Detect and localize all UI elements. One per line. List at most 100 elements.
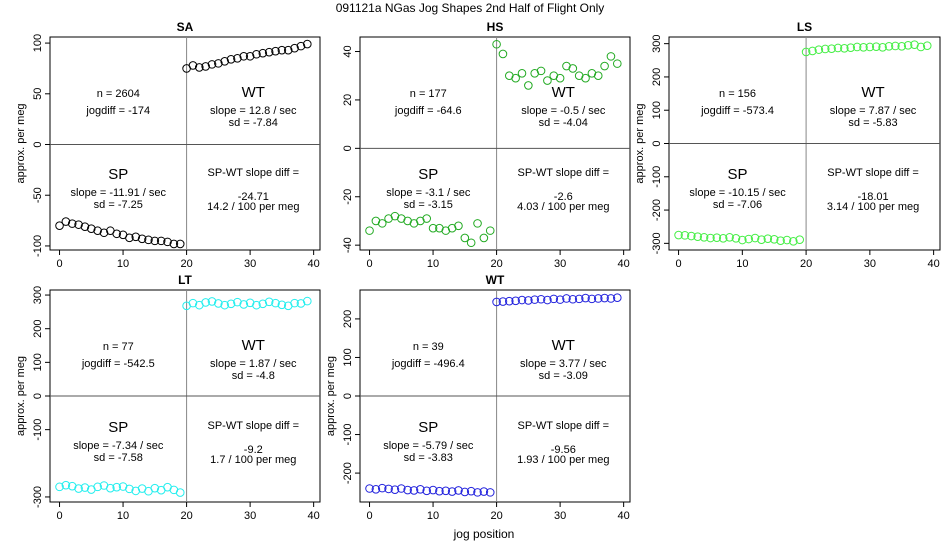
wt-point <box>801 47 811 57</box>
wt-point <box>574 294 584 304</box>
wt-point <box>524 81 533 90</box>
wt-point <box>290 43 299 53</box>
panel-hs: HS 0 10 20 30 40 -40 -20 0 20 40 n = 177 jogdiff = -… <box>342 20 631 270</box>
wt-point <box>827 44 836 53</box>
slope-diff-value: -24.71 <box>238 191 269 203</box>
sp-point <box>422 486 432 496</box>
wt-point <box>549 294 559 304</box>
y-tick-label: -50 <box>32 187 44 203</box>
n-label: n = 156 <box>719 88 756 100</box>
wt-point <box>245 298 255 308</box>
wt-slope: slope = 3.77 / sec <box>520 358 607 370</box>
y-tick-label: -200 <box>342 462 354 484</box>
y-tick-label: 100 <box>342 348 354 366</box>
y-axis-label: approx. per meg <box>15 356 27 436</box>
wt-slope: slope = 1.87 / sec <box>210 358 297 370</box>
sp-sd: sd = -3.83 <box>404 452 453 464</box>
sp-point <box>61 217 71 226</box>
wt-point <box>530 295 540 304</box>
wt-label: WT <box>552 337 575 354</box>
wt-point <box>536 294 546 304</box>
sp-slope: slope = -7.34 / sec <box>73 440 164 452</box>
y-tick-label: 100 <box>651 101 663 119</box>
x-tick-label: 10 <box>117 510 129 522</box>
wt-point <box>492 39 501 49</box>
sp-point <box>718 234 728 243</box>
wt-point <box>852 42 862 52</box>
wt-point <box>891 41 900 51</box>
sp-point <box>106 483 115 493</box>
x-tick-label: 40 <box>308 510 320 522</box>
wt-point <box>587 294 597 304</box>
wt-point <box>612 59 622 68</box>
wt-point <box>504 296 514 306</box>
slope-diff-value: -9.56 <box>551 444 576 456</box>
sp-point <box>137 234 147 244</box>
wt-point <box>884 42 894 51</box>
x-tick-label: 20 <box>490 258 502 270</box>
sp-point <box>118 482 128 491</box>
x-tick-label: 20 <box>490 510 502 522</box>
sp-point <box>74 220 83 229</box>
slope-diff-label: SP-WT slope diff = <box>517 420 609 432</box>
sp-point <box>365 226 374 235</box>
sp-point <box>144 235 153 245</box>
panel-title: LS <box>797 20 812 34</box>
wt-point <box>290 298 299 308</box>
x-tick-label: 0 <box>366 510 372 522</box>
n-label: n = 39 <box>413 341 444 353</box>
n-label: n = 2604 <box>97 88 140 100</box>
sp-point <box>479 233 489 243</box>
wt-slope: slope = 7.87 / sec <box>830 105 917 117</box>
wt-point <box>283 45 293 55</box>
x-tick-label: 0 <box>676 258 682 270</box>
sp-point <box>93 482 102 492</box>
x-tick-label: 20 <box>180 510 192 522</box>
y-tick-label: -300 <box>651 232 663 254</box>
y-tick-label: 0 <box>32 393 44 399</box>
sp-point <box>466 238 476 248</box>
sp-point <box>150 483 160 493</box>
sp-label: SP <box>108 166 128 183</box>
wt-point <box>865 42 875 52</box>
sp-point <box>384 484 393 494</box>
sp-point <box>757 235 766 244</box>
wt-point <box>808 46 817 56</box>
wt-point <box>511 296 520 306</box>
wt-point <box>214 59 223 68</box>
wt-point <box>252 49 261 59</box>
plot-frame <box>359 36 631 251</box>
wt-point <box>916 42 926 52</box>
wt-slope: slope = -0.5 / sec <box>521 105 606 117</box>
sp-point <box>454 486 463 495</box>
sp-point <box>125 233 134 243</box>
wt-point <box>258 48 268 58</box>
wt-label: WT <box>242 84 265 101</box>
x-tick-label: 10 <box>117 258 129 270</box>
sp-point <box>693 232 702 241</box>
slope-diff-label: SP-WT slope diff = <box>207 167 299 179</box>
wt-point <box>859 43 868 52</box>
sp-point <box>725 233 734 242</box>
sp-point <box>80 222 90 231</box>
sp-point <box>795 235 805 244</box>
wt-point <box>517 295 527 305</box>
wt-point <box>524 296 533 305</box>
sp-sd: sd = -7.06 <box>713 199 762 211</box>
sp-point <box>99 228 109 238</box>
wt-point <box>258 299 268 309</box>
slope-diff-rate: 1.93 / 100 per meg <box>517 454 609 466</box>
y-tick-label: -40 <box>342 237 354 253</box>
wt-point <box>840 44 849 53</box>
y-tick-label: 200 <box>342 310 354 328</box>
jogdiff-label: jogdiff = -542.5 <box>81 358 155 370</box>
sp-point <box>175 239 185 249</box>
wt-point <box>220 300 230 310</box>
wt-point <box>846 43 856 52</box>
sp-point <box>169 239 179 249</box>
y-tick-label: -100 <box>342 424 354 446</box>
sp-point <box>731 234 741 243</box>
sp-slope: slope = -10.15 / sec <box>689 187 786 199</box>
wt-point <box>277 45 287 55</box>
y-tick-label: 300 <box>32 286 44 304</box>
